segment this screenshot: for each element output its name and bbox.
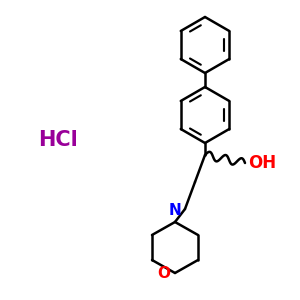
Text: HCl: HCl: [38, 130, 78, 150]
Text: N: N: [169, 203, 182, 218]
Text: O: O: [157, 266, 170, 280]
Text: OH: OH: [248, 154, 276, 172]
